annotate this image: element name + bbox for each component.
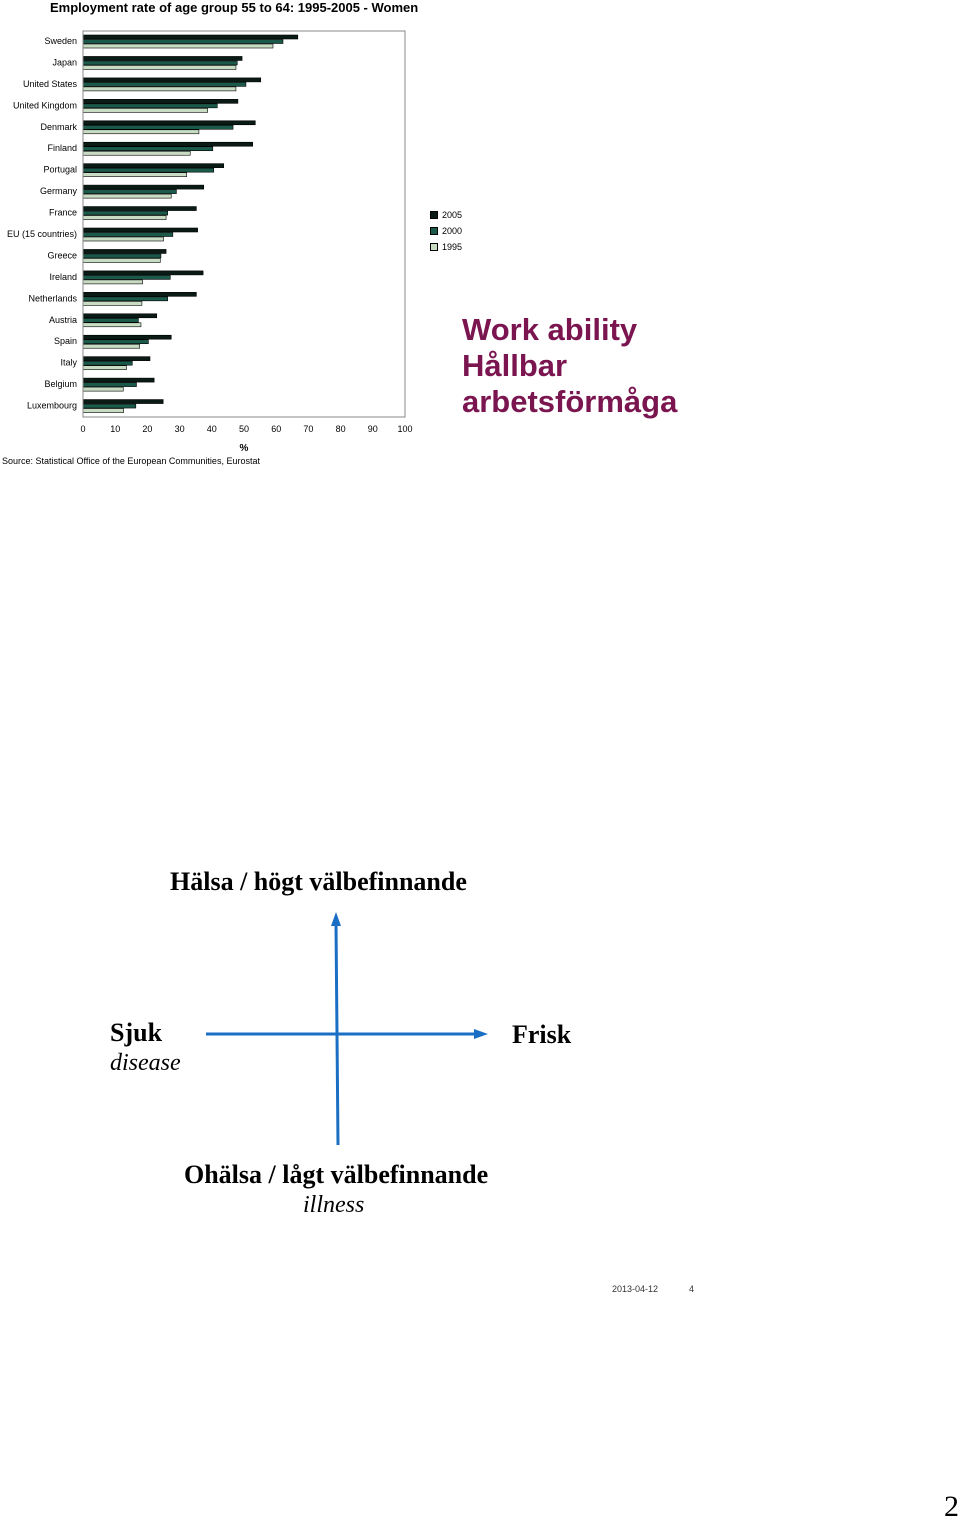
heading-line-3: arbetsförmåga bbox=[462, 384, 678, 419]
category-label: Denmark bbox=[40, 122, 77, 132]
legend-item-1995: 1995 bbox=[430, 239, 462, 255]
category-label: Portugal bbox=[43, 165, 77, 175]
diagram-bottom-sublabel: illness bbox=[303, 1192, 365, 1218]
footer-slide-number: 4 bbox=[689, 1284, 695, 1294]
category-label: Netherlands bbox=[28, 293, 77, 303]
category-labels: Sweden Japan United States United Kingdom De… bbox=[7, 36, 78, 411]
x-tick-label: 20 bbox=[142, 424, 152, 434]
x-tick-label: 60 bbox=[271, 424, 281, 434]
bar-group bbox=[82, 34, 299, 413]
legend-item-2005: 2005 bbox=[430, 207, 462, 223]
x-tick-label: 50 bbox=[239, 424, 249, 434]
legend-swatch-2005 bbox=[430, 211, 438, 219]
x-tick-label: 30 bbox=[175, 424, 185, 434]
category-label: France bbox=[49, 208, 77, 218]
diagram-bottom-label: Ohälsa / lågt välbefinnande bbox=[184, 1160, 489, 1189]
chart-source: Source: Statistical Office of the Europe… bbox=[2, 456, 260, 466]
category-label: Japan bbox=[52, 57, 77, 67]
chart-legend: 2005 2000 1995 bbox=[430, 207, 462, 255]
x-axis: 0 10 20 30 40 50 60 70 80 90 100% bbox=[80, 30, 413, 454]
legend-label-2000: 2000 bbox=[442, 226, 463, 236]
diagram-left-sublabel: disease bbox=[110, 1050, 181, 1076]
category-label: Austria bbox=[49, 315, 77, 325]
heading-line-1: Work ability bbox=[462, 312, 638, 347]
heading-line-2: Hållbar bbox=[462, 348, 568, 383]
x-tick-label: 70 bbox=[303, 424, 313, 434]
category-label: Germany bbox=[40, 186, 78, 196]
category-label: Ireland bbox=[49, 272, 77, 282]
category-label: United States bbox=[23, 79, 78, 89]
category-label: Finland bbox=[47, 143, 77, 153]
x-tick-label: 0 bbox=[80, 424, 85, 434]
legend-item-2000: 2000 bbox=[430, 223, 462, 239]
category-label: EU (15 countries) bbox=[7, 229, 77, 239]
chart-plot: Sweden Japan United States United Kingdom De… bbox=[7, 30, 413, 454]
category-label: Spain bbox=[54, 336, 77, 346]
x-tick-label: 10 bbox=[110, 424, 120, 434]
category-label: Luxembourg bbox=[27, 401, 77, 411]
diagram-right-label: Frisk bbox=[512, 1020, 572, 1049]
x-tick-label: 40 bbox=[207, 424, 217, 434]
category-label: Sweden bbox=[44, 36, 77, 46]
category-label: United Kingdom bbox=[13, 100, 77, 110]
category-label: Greece bbox=[47, 250, 77, 260]
up-arrow-head bbox=[331, 912, 341, 926]
legend-swatch-1995 bbox=[430, 243, 438, 251]
chart-title: Employment rate of age group 55 to 64: 1… bbox=[50, 0, 419, 15]
legend-label-1995: 1995 bbox=[442, 242, 463, 252]
category-label: Italy bbox=[60, 358, 77, 368]
footer-date: 2013-04-12 bbox=[612, 1284, 659, 1294]
diagram-left-label: Sjuk bbox=[110, 1018, 163, 1047]
work-ability-heading: Work ability Hållbar arbetsförmåga bbox=[462, 312, 677, 420]
diagram-top-label: Hälsa / högt välbefinnande bbox=[170, 867, 467, 896]
x-tick-label: 100 bbox=[397, 424, 412, 434]
x-tick-label: 90 bbox=[368, 424, 378, 434]
page-number: 2 bbox=[944, 1490, 959, 1523]
x-axis-label: % bbox=[240, 443, 249, 454]
x-tick-label: 80 bbox=[336, 424, 346, 434]
right-arrow-head bbox=[474, 1029, 488, 1039]
legend-label-2005: 2005 bbox=[442, 210, 463, 220]
legend-swatch-2000 bbox=[430, 227, 438, 235]
plot-frame bbox=[82, 30, 406, 418]
category-label: Belgium bbox=[44, 379, 77, 389]
